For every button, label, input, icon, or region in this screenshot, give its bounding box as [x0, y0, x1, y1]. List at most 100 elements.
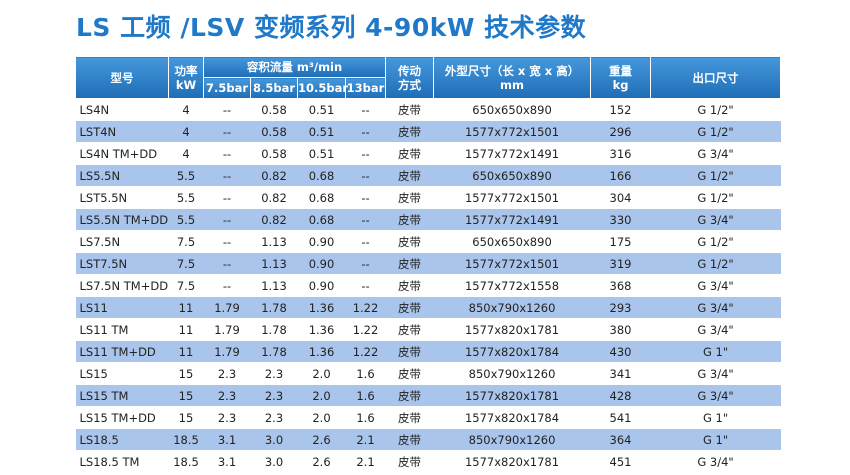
table-cell: 皮带 — [385, 164, 434, 187]
table-cell: 2.0 — [297, 406, 346, 429]
table-cell: 1.13 — [250, 252, 298, 275]
table-cell: 0.68 — [297, 208, 346, 231]
table-cell: 11 — [168, 340, 204, 363]
table-cell: 1.36 — [297, 318, 346, 341]
table-cell: 0.90 — [297, 274, 346, 297]
table-cell: 650x650x890 — [433, 164, 591, 187]
table-cell: 650x650x890 — [433, 230, 591, 253]
table-cell: 1.6 — [345, 384, 386, 407]
table-row: LS11 11 1.79 1.78 1.36 1.22 皮带 850x790x1260 293 G… — [75, 296, 781, 319]
table-cell: -- — [203, 208, 251, 231]
table-cell: 0.51 — [297, 98, 346, 121]
table-cell: 296 — [590, 120, 651, 143]
table-cell: 430 — [590, 340, 651, 363]
table-cell: 0.51 — [297, 142, 346, 165]
table-cell: G 1" — [650, 406, 781, 429]
header-cell: 容积流量 m³/min — [202, 56, 387, 78]
table-cell: 皮带 — [385, 362, 434, 385]
table-body: LS4N 4 -- 0.58 0.51 -- 皮带 650x650x890 152 G 1/2" L… — [75, 98, 781, 473]
table-row: LST5.5N 5.5 -- 0.82 0.68 -- 皮带 1577x772x1501 304… — [75, 186, 781, 209]
table-cell: G 3/4" — [650, 384, 781, 407]
table-cell: 451 — [590, 450, 651, 473]
table-cell: 316 — [590, 142, 651, 165]
table-cell: -- — [345, 164, 386, 187]
table-cell: 850x790x1260 — [433, 362, 591, 385]
table-cell: 1.22 — [345, 296, 386, 319]
table-header: 型号 功率 kW 容积流量 m³/min 传动 方式 外型尺寸（长 x 宽 x 高）… — [75, 56, 782, 99]
table-cell: 0.82 — [250, 164, 298, 187]
table-cell: G 1/2" — [650, 252, 781, 275]
table-cell: 皮带 — [385, 406, 434, 429]
table-cell: 皮带 — [385, 230, 434, 253]
table-cell: 380 — [590, 318, 651, 341]
table-cell: 1.79 — [203, 318, 251, 341]
table-cell: 4 — [168, 120, 204, 143]
table-cell: LST5.5N — [75, 186, 169, 209]
table-cell: G 3/4" — [650, 208, 781, 231]
table-cell: G 1/2" — [650, 120, 781, 143]
table-cell: 304 — [590, 186, 651, 209]
table-cell: 166 — [590, 164, 651, 187]
table-cell: LST7.5N — [75, 252, 169, 275]
table-cell: -- — [345, 186, 386, 209]
header-row: 型号 功率 kW 容积流量 m³/min 传动 方式 外型尺寸（长 x 宽 x 高）… — [75, 56, 782, 99]
table-cell: 4 — [168, 98, 204, 121]
table-cell: LS11 TM — [75, 318, 169, 341]
table-cell: 3.1 — [203, 450, 251, 473]
table-cell: 0.51 — [297, 120, 346, 143]
table-cell: 2.3 — [203, 406, 251, 429]
table-cell: G 1/2" — [650, 98, 781, 121]
header-text: 功率 — [174, 63, 198, 78]
table-cell: 330 — [590, 208, 651, 231]
table-cell: 0.82 — [250, 186, 298, 209]
table-cell: 皮带 — [385, 450, 434, 473]
table-cell: LS15 TM+DD — [75, 406, 169, 429]
table-cell: 3.0 — [250, 450, 298, 473]
table-cell: 皮带 — [385, 296, 434, 319]
table-cell: 368 — [590, 274, 651, 297]
table-row: LS7.5N 7.5 -- 1.13 0.90 -- 皮带 650x650x890 175 G 1… — [75, 230, 781, 253]
table-cell: 0.82 — [250, 208, 298, 231]
header-text: kW — [175, 77, 197, 92]
table-cell: 2.3 — [250, 406, 298, 429]
table-cell: 1577x772x1501 — [433, 252, 591, 275]
table-cell: G 1/2" — [650, 186, 781, 209]
table-cell: 15 — [168, 384, 204, 407]
table-cell: 1.6 — [345, 406, 386, 429]
table-cell: 2.1 — [345, 428, 386, 451]
table-cell: -- — [203, 164, 251, 187]
table-cell: 850x790x1260 — [433, 428, 591, 451]
table-cell: LS15 — [75, 362, 169, 385]
header-cell: 7.5bar — [203, 77, 251, 99]
table-cell: 1.13 — [250, 230, 298, 253]
table-cell: 1577x820x1784 — [433, 406, 591, 429]
table-cell: 341 — [590, 362, 651, 385]
table-cell: LS5.5N — [75, 164, 169, 187]
table-cell: 皮带 — [385, 274, 434, 297]
table-row: LS15 TM+DD 15 2.3 2.3 2.0 1.6 皮带 1577x820x1784 5… — [75, 406, 781, 429]
table-cell: 7.5 — [168, 274, 204, 297]
table-row: LS18.5 TM 18.5 3.1 3.0 2.6 2.1 皮带 1577x820x1781… — [75, 450, 781, 473]
table-cell: G 3/4" — [650, 450, 781, 473]
table-cell: 0.90 — [297, 230, 346, 253]
table-cell: 1577x772x1501 — [433, 186, 591, 209]
table-row: LS15 15 2.3 2.3 2.0 1.6 皮带 850x790x1260 341 G 3/4… — [75, 362, 781, 385]
table-cell: -- — [345, 120, 386, 143]
table-cell: 0.68 — [297, 164, 346, 187]
table-cell: 2.3 — [250, 362, 298, 385]
table-cell: 7.5 — [168, 230, 204, 253]
table-row: LS4N 4 -- 0.58 0.51 -- 皮带 650x650x890 152 G 1/2" — [75, 98, 781, 121]
table-cell: 2.6 — [297, 450, 346, 473]
table-cell: 1.79 — [203, 296, 251, 319]
table-cell: 0.58 — [250, 142, 298, 165]
table-row: LS18.5 18.5 3.1 3.0 2.6 2.1 皮带 850x790x1260 364 G… — [75, 428, 781, 451]
table-cell: -- — [203, 98, 251, 121]
table-cell: 650x650x890 — [433, 98, 591, 121]
table-cell: 0.68 — [297, 186, 346, 209]
table-cell: 3.0 — [250, 428, 298, 451]
table-cell: 1.22 — [345, 340, 386, 363]
table-cell: 1.36 — [297, 296, 346, 319]
table-cell: G 1" — [650, 428, 781, 451]
table-cell: LS18.5 TM — [75, 450, 169, 473]
header-cell: 8.5bar — [250, 77, 298, 99]
